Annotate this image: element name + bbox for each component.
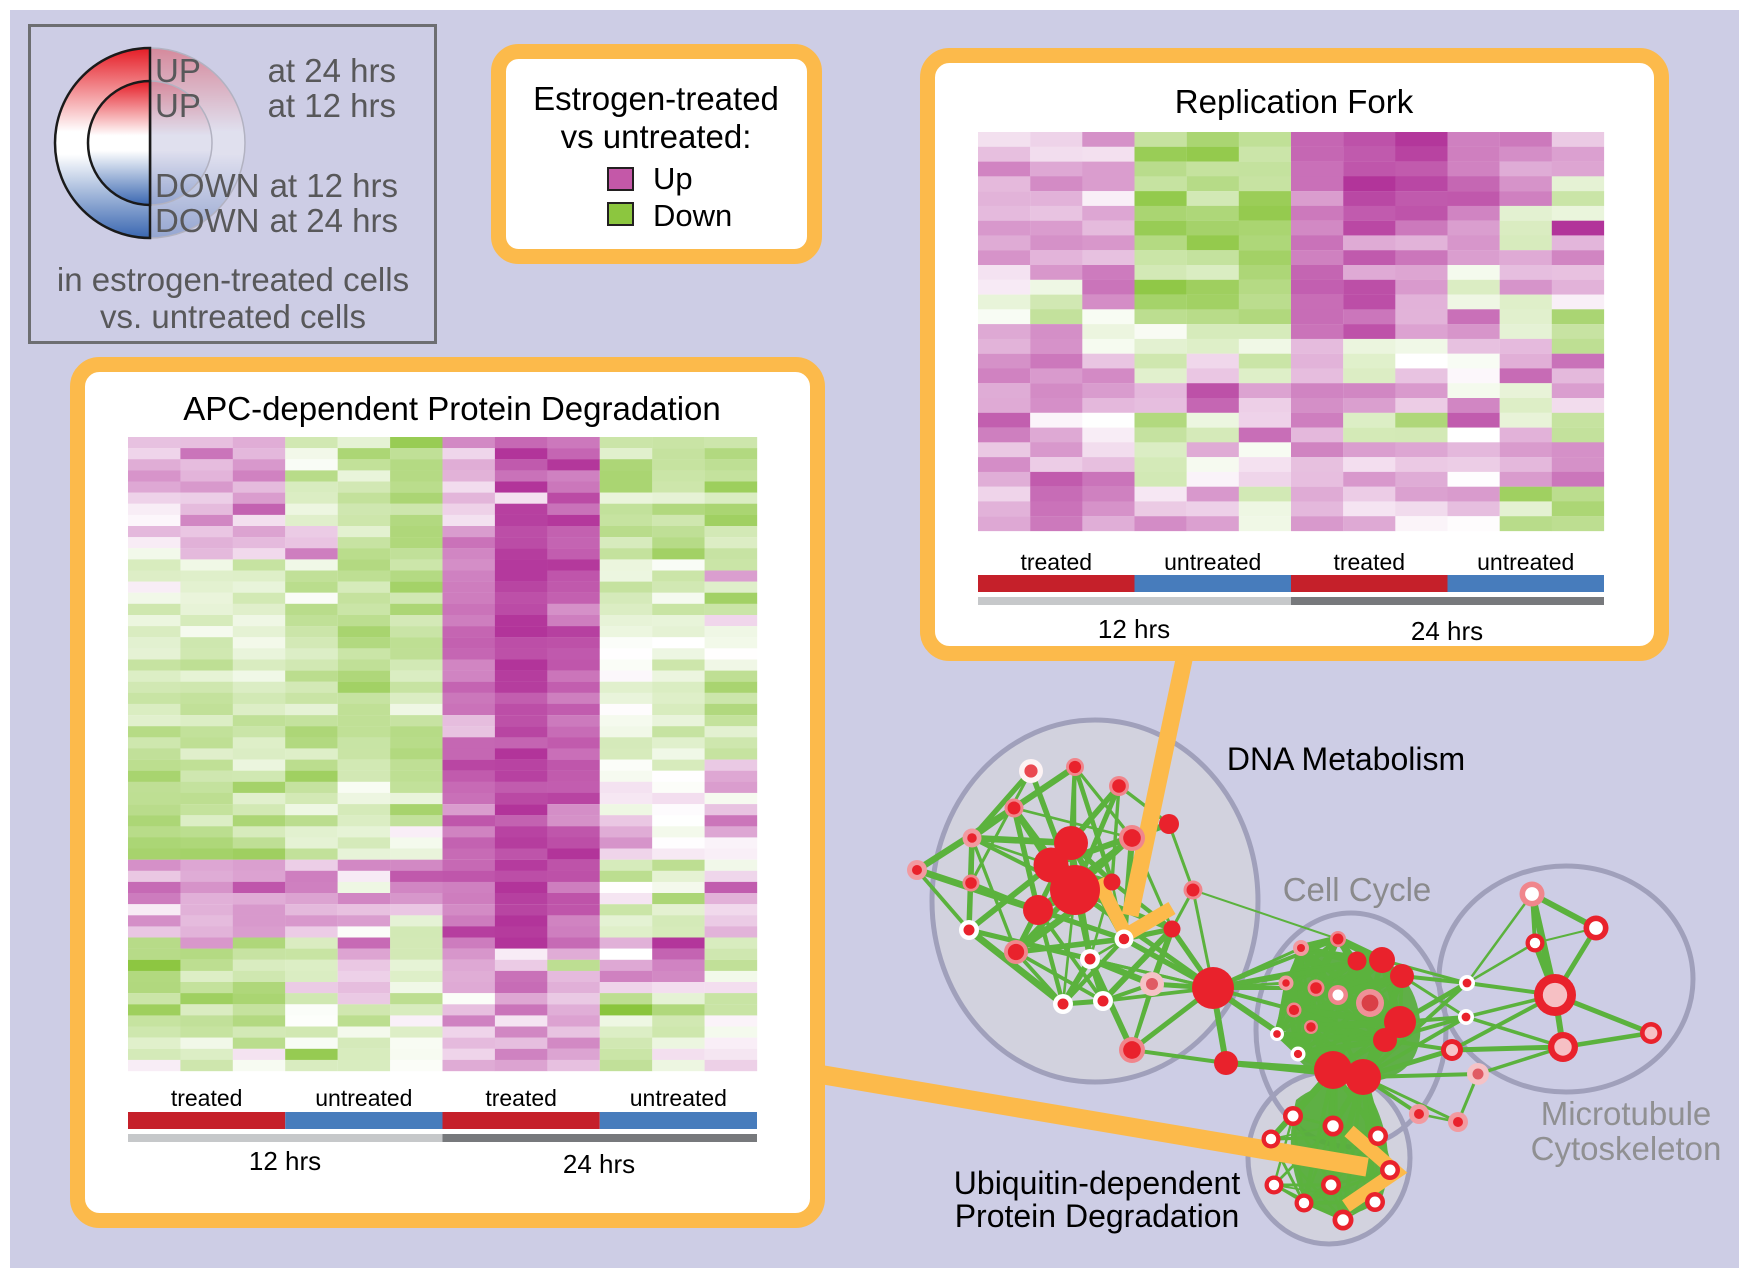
svg-text:vs. untreated cells: vs. untreated cells [100, 298, 366, 335]
svg-text:Up: Up [653, 161, 693, 196]
svg-text:Cell Cycle: Cell Cycle [1283, 871, 1432, 908]
svg-text:untreated: untreated [630, 1085, 727, 1111]
svg-text:untreated: untreated [1164, 549, 1261, 575]
svg-text:in estrogen-treated cells: in estrogen-treated cells [57, 261, 409, 298]
svg-text:DOWN: DOWN [155, 202, 259, 239]
svg-text:Ubiquitin-dependent: Ubiquitin-dependent [954, 1165, 1241, 1201]
svg-text:vs untreated:: vs untreated: [561, 118, 752, 155]
svg-text:treated: treated [171, 1085, 243, 1111]
svg-text:at 24 hrs: at 24 hrs [270, 202, 398, 239]
svg-text:APC-dependent Protein Degradat: APC-dependent Protein Degradation [183, 390, 721, 427]
svg-text:UP: UP [155, 87, 201, 124]
svg-text:at 12 hrs: at 12 hrs [270, 167, 398, 204]
svg-text:24 hrs: 24 hrs [563, 1149, 635, 1179]
svg-text:DOWN: DOWN [155, 167, 259, 204]
svg-text:UP: UP [155, 52, 201, 89]
svg-text:Protein Degradation: Protein Degradation [955, 1198, 1240, 1234]
svg-text:12 hrs: 12 hrs [1098, 614, 1170, 644]
svg-text:at 24 hrs: at 24 hrs [268, 52, 396, 89]
svg-text:treated: treated [1020, 549, 1092, 575]
svg-text:Down: Down [653, 198, 732, 233]
svg-text:treated: treated [1333, 549, 1405, 575]
svg-text:Replication Fork: Replication Fork [1175, 83, 1414, 120]
svg-text:treated: treated [485, 1085, 557, 1111]
svg-text:DNA Metabolism: DNA Metabolism [1227, 741, 1465, 777]
svg-text:at 12 hrs: at 12 hrs [268, 87, 396, 124]
svg-text:Cytoskeleton: Cytoskeleton [1531, 1130, 1722, 1167]
svg-text:Microtubule: Microtubule [1541, 1095, 1712, 1132]
svg-text:untreated: untreated [1477, 549, 1574, 575]
svg-text:24 hrs: 24 hrs [1411, 616, 1483, 646]
svg-text:untreated: untreated [315, 1085, 412, 1111]
svg-text:Estrogen-treated: Estrogen-treated [533, 80, 779, 117]
svg-text:12 hrs: 12 hrs [249, 1146, 321, 1176]
